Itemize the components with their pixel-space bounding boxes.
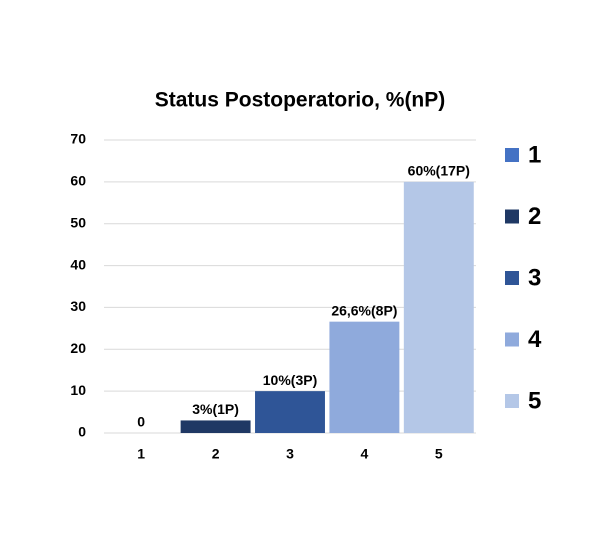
legend-swatch — [505, 271, 519, 285]
legend-label: 2 — [528, 203, 541, 230]
value-label: 10%(3P) — [263, 372, 317, 388]
legend-swatch — [505, 332, 519, 347]
y-tick-label: 0 — [78, 424, 86, 440]
value-label: 60%(17P) — [408, 163, 470, 179]
legend-swatch — [505, 148, 519, 162]
x-tick-label: 1 — [137, 446, 145, 462]
x-tick-label: 2 — [212, 446, 220, 462]
bar — [255, 391, 325, 433]
y-tick-label: 30 — [70, 298, 86, 314]
x-tick-label: 5 — [435, 446, 443, 462]
value-label: 0 — [137, 414, 145, 430]
legend-label: 4 — [528, 326, 542, 353]
y-tick-label: 50 — [70, 214, 86, 230]
bar — [329, 321, 400, 433]
legend-label: 3 — [528, 264, 541, 291]
legend-label: 5 — [528, 387, 541, 414]
legend-label: 1 — [528, 141, 541, 168]
chart-title: Status Postoperatorio, %(nP) — [155, 89, 446, 112]
y-tick-label: 20 — [70, 340, 86, 356]
y-tick-label: 10 — [70, 382, 86, 398]
legend-swatch — [505, 209, 519, 224]
value-label: 26,6%(8P) — [331, 302, 397, 318]
value-label: 3%(1P) — [192, 401, 239, 417]
x-tick-label: 3 — [286, 446, 294, 462]
y-tick-label: 60 — [70, 173, 86, 189]
bar — [403, 181, 474, 433]
legend-swatch — [505, 394, 519, 408]
y-tick-label: 70 — [70, 131, 86, 147]
bar — [180, 420, 251, 433]
x-tick-label: 4 — [361, 446, 369, 462]
y-tick-label: 40 — [70, 256, 86, 272]
